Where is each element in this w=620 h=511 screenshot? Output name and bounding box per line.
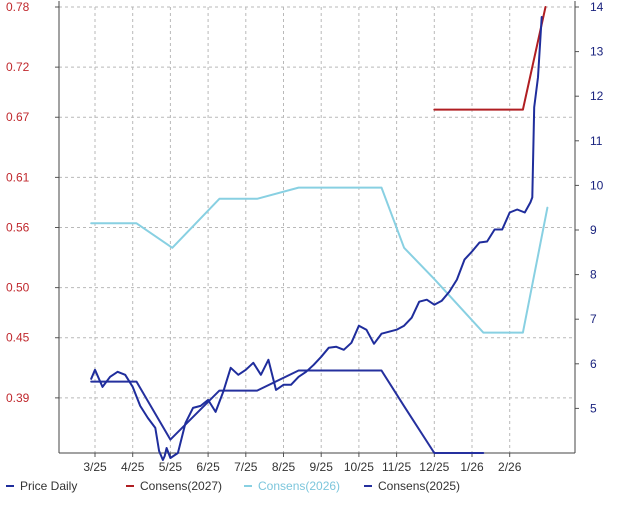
right-tick-label: 14 (590, 0, 604, 14)
legend-item-consens-2025: Consens(2025) (364, 479, 460, 493)
legend: Price Daily Consens(2027) Consens(2026) … (0, 479, 620, 499)
tick-labels: 0.78 0.72 0.67 0.61 0.56 0.50 0.45 0.39 14 13 12 11… (6, 0, 604, 474)
legend-swatch-consens-2027 (126, 485, 134, 487)
x-tick-label: 7/25 (234, 460, 258, 474)
legend-label-consens-2027: Consens(2027) (140, 479, 223, 493)
legend-swatch-price-daily (6, 485, 14, 487)
left-tick-label: 0.78 (6, 0, 30, 14)
legend-item-consens-2027: Consens(2027) (126, 479, 222, 493)
series-line-consens-2027 (433, 6, 547, 111)
legend-label-consens-2025: Consens(2025) (378, 479, 461, 493)
right-tick-label: 11 (590, 134, 603, 148)
left-tick-label: 0.45 (6, 331, 30, 345)
legend-swatch-consens-2025 (364, 485, 372, 487)
x-tick-label: 12/25 (419, 460, 449, 474)
x-tick-label: 10/25 (344, 460, 374, 474)
legend-item-price-daily: Price Daily (6, 479, 77, 493)
grid (59, 6, 575, 453)
right-tick-label: 7 (590, 312, 597, 326)
right-tick-label: 13 (590, 45, 604, 59)
x-tick-label: 5/25 (159, 460, 183, 474)
right-tick-label: 10 (590, 178, 604, 192)
legend-item-consens-2026: Consens(2026) (244, 479, 340, 493)
axes (55, 1, 579, 457)
right-tick-label: 12 (590, 89, 604, 103)
right-tick-label: 6 (590, 357, 597, 371)
legend-label-consens-2026: Consens(2026) (258, 479, 341, 493)
right-tick-label: 5 (590, 401, 597, 415)
series-line-price-daily (90, 16, 543, 461)
series-layer (90, 6, 549, 461)
x-tick-label: 3/25 (83, 460, 107, 474)
x-tick-label: 1/26 (460, 460, 484, 474)
x-tick-label: 6/25 (196, 460, 220, 474)
series-line-consens-2025 (90, 369, 485, 454)
right-tick-label: 8 (590, 268, 597, 282)
legend-label-price-daily: Price Daily (20, 479, 78, 493)
left-tick-label: 0.50 (6, 281, 30, 295)
left-tick-label: 0.39 (6, 391, 30, 405)
left-tick-label: 0.67 (6, 110, 30, 124)
x-tick-label: 4/25 (121, 460, 145, 474)
right-tick-label: 9 (590, 223, 597, 237)
x-tick-label: 2/26 (498, 460, 522, 474)
x-tick-label: 9/25 (310, 460, 334, 474)
series-line-consens-2026 (90, 186, 549, 334)
left-tick-label: 0.56 (6, 220, 30, 234)
x-tick-label: 8/25 (272, 460, 296, 474)
legend-swatch-consens-2026 (244, 485, 252, 487)
x-tick-label: 11/25 (382, 460, 411, 474)
left-tick-label: 0.61 (6, 170, 30, 184)
left-tick-label: 0.72 (6, 60, 30, 74)
